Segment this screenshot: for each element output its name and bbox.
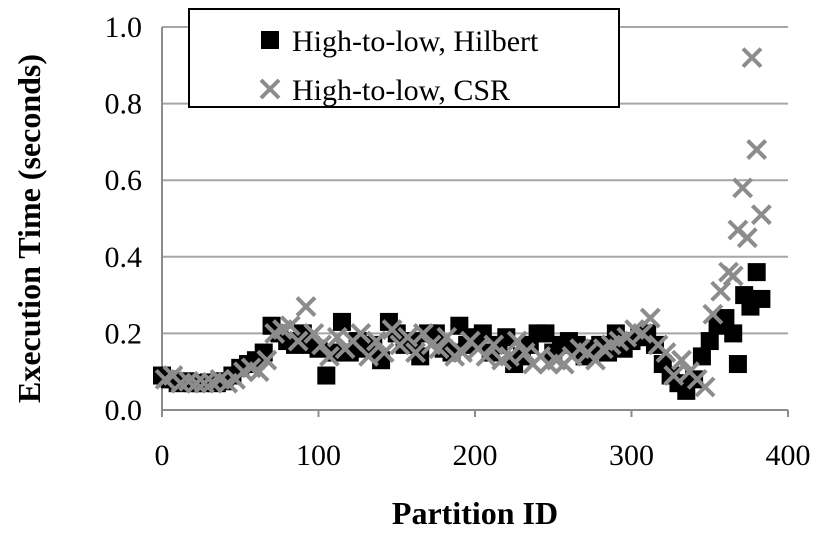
- data-point-x: [499, 345, 520, 367]
- data-point-x: [702, 303, 724, 325]
- data-point-x: [405, 342, 426, 363]
- x-tick-label: 0: [155, 439, 170, 472]
- data-point-x: [279, 315, 301, 337]
- data-point-x: [732, 177, 754, 199]
- data-point-x: [475, 345, 497, 367]
- data-point-x: [506, 330, 528, 352]
- data-point-x: [746, 139, 768, 160]
- data-point-x: [514, 342, 536, 363]
- x-tick-label: 100: [296, 439, 341, 472]
- data-point-square: [317, 366, 336, 385]
- data-point-x: [655, 342, 677, 363]
- data-points: [153, 47, 772, 400]
- y-tick-label: 0.8: [105, 88, 143, 121]
- data-point-x: [436, 326, 458, 348]
- data-point-x: [663, 365, 685, 386]
- tick-labels: 0.0 0.2 0.4 0.6 0.8 1.0 0 100 200 300 400: [105, 11, 811, 472]
- y-tick-label: 0.4: [105, 241, 143, 274]
- data-point-x: [248, 361, 270, 383]
- data-point-x: [287, 330, 309, 352]
- data-point-x: [350, 322, 372, 344]
- data-point-x: [722, 265, 744, 287]
- data-point-x: [483, 334, 505, 356]
- data-point-x: [639, 307, 661, 329]
- x-tick-label: 400: [766, 439, 811, 472]
- data-point-square: [536, 324, 555, 343]
- data-point-square: [747, 263, 766, 282]
- data-point-x: [412, 322, 434, 344]
- data-point-x: [741, 47, 763, 69]
- data-point-x: [428, 338, 450, 360]
- data-point-x: [381, 319, 403, 340]
- data-point-x: [303, 322, 325, 344]
- x-tick-label: 200: [453, 439, 498, 472]
- data-point-x: [585, 349, 606, 371]
- data-point-square: [728, 355, 747, 374]
- series-csr: [154, 47, 772, 398]
- x-axis-title: Partition ID: [392, 495, 558, 531]
- data-point-x: [373, 342, 395, 363]
- axes: [161, 27, 789, 417]
- data-point-x: [295, 296, 317, 318]
- legend-box: [188, 8, 620, 108]
- legend: High-to-low, Hilbert High-to-low, CSR: [188, 8, 620, 108]
- y-tick-label: 0.2: [105, 317, 143, 350]
- data-point-square: [692, 347, 711, 366]
- legend-label: High-to-low, Hilbert: [292, 25, 539, 58]
- data-point-x: [694, 376, 716, 398]
- data-point-x: [632, 322, 653, 344]
- data-point-x: [452, 342, 473, 363]
- data-point-x: [256, 349, 278, 371]
- data-point-x: [358, 345, 379, 367]
- data-point-square: [700, 332, 719, 351]
- data-point-x: [311, 334, 333, 356]
- data-point-square: [332, 312, 351, 331]
- data-point-x: [736, 227, 758, 249]
- data-point-x: [365, 330, 387, 352]
- data-point-square: [752, 289, 771, 308]
- data-point-x: [750, 204, 772, 226]
- y-tick-label: 0.6: [105, 164, 143, 197]
- data-point-square: [685, 370, 704, 389]
- legend-label: High-to-low, CSR: [292, 74, 510, 107]
- legend-marker-square: [261, 31, 279, 49]
- data-point-square: [724, 324, 743, 343]
- y-tick-label: 1.0: [105, 11, 143, 44]
- x-tick-label: 300: [609, 439, 654, 472]
- legend-marker-x: [259, 78, 281, 100]
- data-point-x: [397, 326, 419, 348]
- y-tick-label: 0.0: [105, 394, 143, 427]
- data-point-x: [193, 372, 215, 394]
- data-point-x: [326, 326, 348, 348]
- data-point-x: [671, 349, 692, 371]
- y-axis-title: Execution Time (seconds): [11, 54, 47, 403]
- data-point-x: [186, 372, 207, 394]
- data-point-x: [319, 345, 340, 367]
